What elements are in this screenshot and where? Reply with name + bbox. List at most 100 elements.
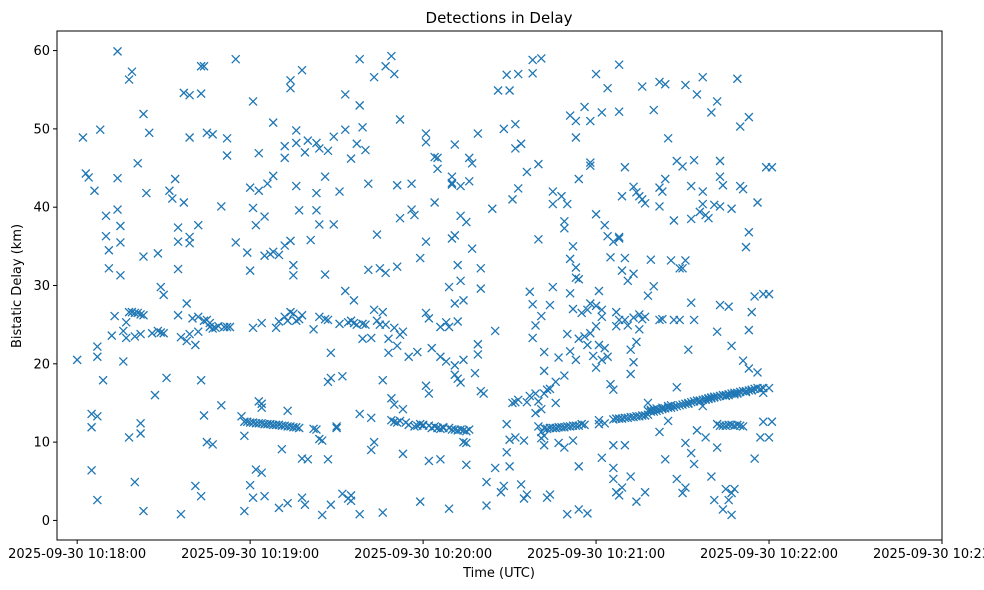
data-point-349 [508,398,517,408]
data-point-545 [660,79,670,89]
data-point-24 [115,237,125,247]
data-point-564 [678,162,688,171]
data-point-563 [675,400,685,410]
data-point-272 [421,308,431,318]
data-point-651 [744,325,754,335]
data-point-448 [585,299,595,308]
data-point-348 [508,194,517,204]
data-point-163 [297,310,307,320]
data-point-143 [280,153,290,163]
data-point-452 [591,209,601,219]
data-point-353 [510,432,520,442]
data-point-612 [715,201,725,211]
data-point-538 [655,201,664,211]
data-point-215 [358,319,368,329]
data-point-451 [591,69,601,79]
data-point-394 [545,490,555,500]
data-point-426 [571,133,581,142]
data-point-344 [502,447,512,457]
data-point-387 [539,440,549,450]
data-point-321 [464,176,474,186]
data-point-338 [493,86,503,95]
data-point-526 [640,487,650,497]
data-point-101 [216,201,226,211]
data-point-315 [459,355,468,365]
data-point-441 [580,420,590,430]
data-point-659 [753,198,762,207]
data-point-361 [522,167,532,177]
data-point-358 [516,479,526,489]
data-point-281 [433,153,442,163]
data-point-232 [378,307,388,317]
data-point-158 [291,181,301,191]
data-point-52 [153,248,163,258]
x-tick-label-0: 2025-09-30 10:18:00 [8,547,146,562]
data-point-454 [591,321,601,331]
data-point-368 [528,299,538,309]
data-point-51 [150,390,160,400]
data-point-328 [473,349,483,359]
data-point-343 [502,419,512,429]
data-point-646 [738,421,748,431]
data-point-652 [744,364,754,373]
data-point-180 [320,270,330,279]
data-point-126 [257,403,267,413]
data-point-356 [513,395,523,405]
data-point-132 [262,179,272,189]
data-point-227 [372,230,382,240]
data-point-341 [499,481,509,491]
data-point-13 [98,375,108,385]
data-point-84 [196,89,206,99]
data-point-4 [87,409,97,419]
data-point-463 [597,355,607,365]
data-point-305 [453,260,463,270]
data-point-724 [767,417,777,427]
data-point-256 [398,449,408,459]
data-point-144 [280,241,290,251]
data-point-554 [669,216,679,225]
data-point-47 [139,506,148,516]
data-point-584 [692,89,702,99]
data-point-327 [473,339,483,349]
data-point-145 [280,312,290,322]
data-point-68 [179,88,189,98]
data-point-14 [101,211,111,221]
data-point-589 [698,72,708,82]
data-point-188 [326,500,336,510]
data-point-89 [199,411,209,420]
data-point-717 [747,385,757,395]
data-point-421 [568,241,578,251]
data-point-184 [323,377,333,387]
data-point-259 [404,420,414,430]
data-point-567 [678,488,688,498]
data-point-46 [139,310,148,320]
data-point-208 [352,139,362,149]
data-point-114 [245,266,255,276]
data-point-279 [430,152,440,162]
data-point-236 [381,320,391,330]
data-point-470 [603,352,613,362]
data-point-477 [608,463,618,473]
data-point-716 [741,387,751,397]
data-point-342 [502,70,512,80]
data-point-491 [617,266,627,276]
data-point-43 [136,429,146,438]
data-point-107 [231,54,241,64]
data-point-453 [591,301,601,311]
data-point-412 [562,199,572,209]
data-point-427 [571,263,581,272]
data-point-597 [704,213,713,223]
data-point-404 [554,438,564,448]
data-point-2 [81,169,91,178]
data-point-44 [139,109,148,119]
data-point-127 [257,399,267,409]
data-point-519 [637,82,647,92]
data-point-112 [242,248,252,258]
data-point-494 [620,162,630,172]
data-point-254 [398,327,408,337]
data-point-718 [755,384,765,394]
data-point-175 [314,144,324,153]
data-point-169 [303,454,313,464]
data-point-636 [732,74,742,84]
